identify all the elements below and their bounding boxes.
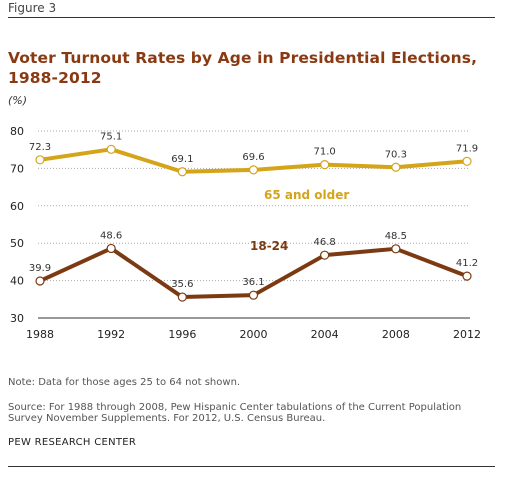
- data-point: [177, 167, 187, 177]
- series-name-label: 65 and older: [264, 188, 349, 202]
- y-tick-label: 80: [10, 125, 24, 138]
- data-point: [462, 156, 472, 166]
- x-tick-label: 1996: [168, 328, 196, 341]
- data-point: [35, 276, 45, 286]
- x-tick-label: 2008: [382, 328, 410, 341]
- data-point: [35, 155, 45, 165]
- data-label: 71.0: [314, 147, 336, 158]
- data-point: [106, 243, 116, 254]
- y-tick-label: 60: [10, 200, 24, 213]
- footnote: Note: Data for those ages 25 to 64 not s…: [8, 377, 241, 388]
- data-label: 41.2: [456, 258, 478, 269]
- y-tick-label: 30: [10, 312, 24, 325]
- data-label: 70.3: [385, 149, 407, 160]
- x-tick-label: 2000: [240, 328, 268, 341]
- line-chart: 30 40 50 60 70 80 1988 1992 1996 2000 2004 2008 201…: [10, 125, 481, 341]
- x-tick-label: 1992: [97, 328, 125, 341]
- data-point: [106, 144, 116, 154]
- data-point: [320, 160, 330, 170]
- data-point: [391, 162, 401, 172]
- data-point: [248, 290, 259, 300]
- data-label: 69.1: [171, 154, 193, 165]
- x-axis-ticks: 1988 1992 1996 2000 2004 2008 2012: [26, 328, 481, 341]
- data-label: 48.6: [100, 230, 122, 241]
- credit-line: PEW RESEARCH CENTER: [8, 437, 137, 448]
- series-name-label: 18-24: [250, 239, 288, 253]
- data-label: 75.1: [100, 131, 122, 142]
- data-point: [248, 165, 259, 175]
- y-tick-label: 70: [10, 162, 24, 175]
- x-tick-label: 2012: [453, 328, 481, 341]
- data-label: 39.9: [29, 263, 51, 274]
- data-label: 36.1: [242, 277, 264, 288]
- data-point: [177, 292, 187, 302]
- data-label: 48.5: [385, 231, 407, 242]
- data-point: [391, 244, 401, 254]
- data-label: 71.9: [456, 143, 478, 154]
- y-tick-label: 40: [10, 275, 24, 288]
- data-label: 35.6: [171, 279, 193, 290]
- data-label: 72.3: [29, 142, 51, 153]
- bottom-rule: [8, 466, 495, 467]
- y-tick-label: 50: [10, 237, 24, 250]
- x-tick-label: 2004: [311, 328, 339, 341]
- x-tick-label: 1988: [26, 328, 54, 341]
- data-markers: [35, 144, 472, 302]
- source-note: Source: For 1988 through 2008, Pew Hispa…: [8, 402, 462, 424]
- unit-label: (%): [8, 94, 28, 107]
- data-point: [462, 271, 472, 281]
- data-label: 69.6: [242, 152, 264, 163]
- data-point: [320, 250, 330, 260]
- data-label: 46.8: [314, 237, 336, 248]
- data-labels: 72.3 75.1 69.1 69.6 71.0 70.3 71.9 39.9 48.6 35.6…: [29, 131, 478, 290]
- series-line: [39, 246, 468, 300]
- chart-title: Voter Turnout Rates by Age in Presidenti…: [8, 49, 478, 87]
- figure-label: Figure 3: [8, 1, 57, 15]
- y-axis-ticks: 30 40 50 60 70 80: [10, 125, 24, 325]
- top-rule: [8, 17, 495, 18]
